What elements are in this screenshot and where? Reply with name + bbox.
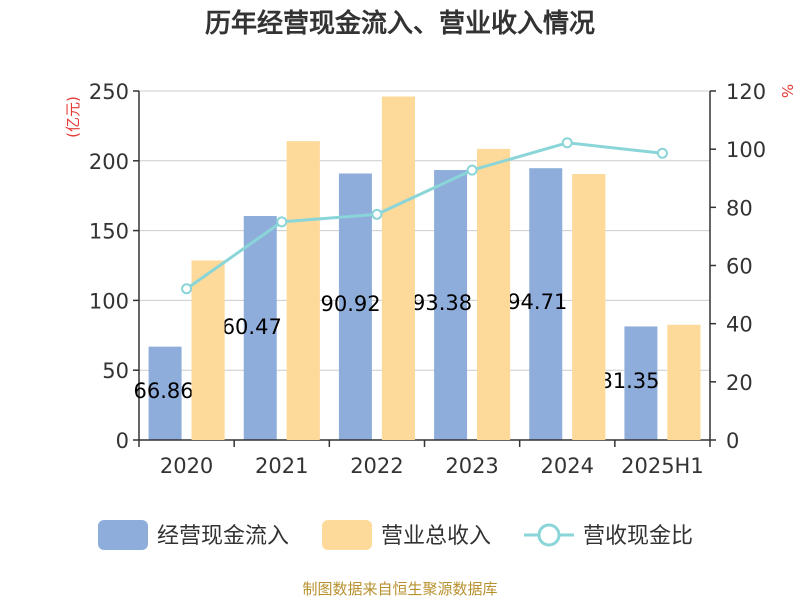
- bar-revenue-overlay: [477, 148, 511, 440]
- axes: 0 50 100 150 200 250 0 20 40 60 80 100 120 2020 2021 20…: [89, 80, 766, 478]
- x-tick-label: 2021: [255, 454, 308, 478]
- x-tick-label: 2025H1: [621, 454, 704, 478]
- y-left-tick-label: 150: [89, 220, 129, 244]
- data-label: 60.47: [222, 315, 282, 339]
- bar-cash-inflow: [624, 326, 658, 440]
- y-right-tick-label: 100: [726, 138, 766, 162]
- legend-label-cash-inflow: 经营现金流入: [157, 524, 289, 549]
- y-right-tick-label: 20: [726, 371, 753, 395]
- legend-label-revenue: 营业总收入: [381, 524, 491, 549]
- bar-revenue-overlay: [572, 174, 606, 440]
- y-left-tick-label: 200: [89, 150, 129, 174]
- bar-revenue-overlay: [286, 141, 320, 441]
- gridlines: [139, 90, 710, 371]
- ratio-point: [466, 164, 478, 176]
- x-tick-label: 2023: [445, 454, 498, 478]
- bar-revenue-overlay: [667, 324, 701, 440]
- data-label: 66.86: [134, 379, 194, 403]
- ratio-point: [561, 137, 573, 149]
- ratio-line: [181, 137, 668, 295]
- source-note: 制图数据来自恒生聚源数据库: [302, 580, 497, 598]
- ratio-point: [656, 147, 668, 159]
- legend-marker-ratio: [537, 523, 561, 547]
- y-left-tick-label: 100: [89, 289, 129, 313]
- ratio-point: [181, 283, 193, 295]
- x-tick-label: 2022: [350, 454, 403, 478]
- ratio-point: [371, 208, 383, 220]
- bar-cash-inflow: [243, 215, 277, 440]
- legend-label-ratio: 营收现金比: [583, 524, 693, 549]
- y-left-tick-label: 250: [89, 80, 129, 104]
- y-left-tick-label: 0: [116, 429, 129, 453]
- y-right-tick-label: 80: [726, 196, 753, 220]
- legend: 经营现金流入 营业总收入 营收现金比: [98, 520, 693, 550]
- bar-cash-inflow: [529, 168, 563, 440]
- y-left-tick-label: 50: [102, 359, 129, 383]
- left-axis-unit: (亿元): [64, 96, 82, 138]
- x-tick-label: 2020: [160, 454, 213, 478]
- y-right-tick-label: 40: [726, 313, 753, 337]
- legend-swatch-cash-inflow: [98, 520, 148, 550]
- ratio-line-path: [185, 141, 663, 290]
- data-label: 81.35: [599, 369, 659, 393]
- bar-revenue-overlay: [381, 96, 415, 441]
- bar-cash-inflow: [434, 170, 468, 441]
- y-right-tick-label: 0: [726, 429, 739, 453]
- x-tick-label: 2024: [541, 454, 594, 478]
- y-right-tick-label: 60: [726, 255, 753, 279]
- right-axis-unit: %: [778, 84, 796, 98]
- legend-swatch-revenue: [322, 520, 372, 550]
- bar-revenue-overlay: [191, 260, 225, 440]
- data-label: 94.71: [507, 290, 567, 314]
- chart-title: 历年经营现金流入、营业收入情况: [205, 8, 595, 39]
- bar-cash-inflow: [148, 346, 182, 440]
- y-right-tick-label: 120: [726, 80, 766, 104]
- ratio-point: [276, 216, 288, 228]
- data-label: 93.38: [412, 291, 472, 315]
